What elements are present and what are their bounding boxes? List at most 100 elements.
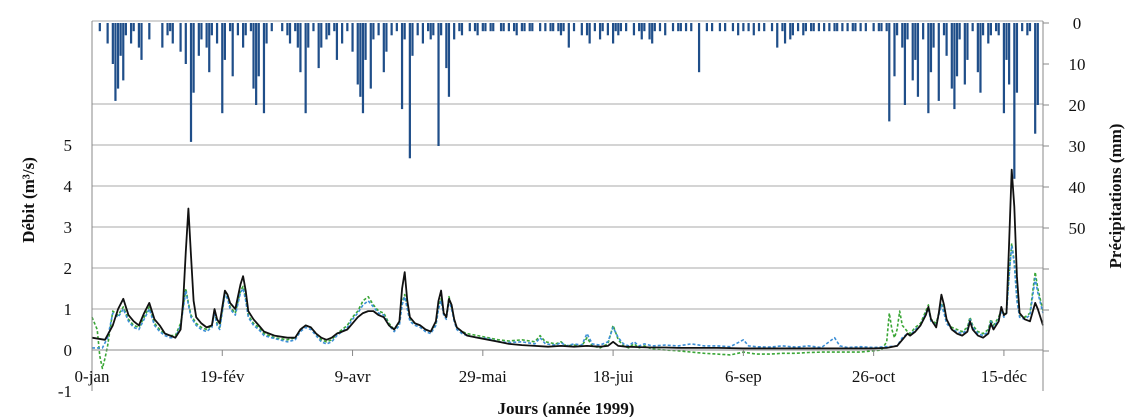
precipitation-bar — [572, 23, 576, 32]
precipitation-bar — [966, 23, 969, 60]
precipitation-bar — [408, 23, 411, 159]
precipitation-bar — [625, 23, 628, 32]
right-tick-label: 20 — [1069, 96, 1086, 115]
precipitation-bar — [895, 23, 899, 36]
precipitation-bar — [1002, 23, 1006, 114]
precipitation-bar — [161, 23, 164, 48]
precipitation-bar — [333, 23, 336, 32]
precipitation-bar — [791, 23, 794, 36]
precipitation-bar — [658, 23, 662, 32]
precipitation-bar — [690, 23, 693, 32]
precipitation-bar — [257, 23, 260, 77]
precipitation-bar — [200, 23, 203, 40]
left-tick-label: 2 — [64, 259, 73, 278]
precipitation-bar — [169, 23, 172, 32]
precipitation-bar — [242, 23, 245, 48]
precipitation-bar — [489, 23, 492, 32]
precipitation-bar — [653, 23, 656, 32]
precipitation-bar — [677, 23, 680, 32]
precipitation-bar — [395, 23, 398, 32]
precipitation-bar — [192, 23, 195, 93]
precipitation-bar — [369, 23, 372, 89]
precipitation-bar — [588, 23, 591, 44]
left-tick-label: 5 — [64, 136, 73, 155]
left-tick-label: 4 — [64, 177, 73, 196]
x-tick-label: 6-sep — [725, 367, 762, 386]
precipitation-bar — [137, 23, 141, 48]
right-tick-label: 40 — [1069, 178, 1086, 197]
precipitation-bar — [802, 23, 805, 36]
axes — [91, 21, 1049, 391]
precipitation-bar — [922, 23, 925, 40]
precipitation-bar — [557, 23, 560, 32]
precipitation-bar — [854, 23, 857, 32]
precipitation-bar — [927, 23, 930, 114]
precipitation-bar — [351, 23, 354, 52]
precipitation-bar — [507, 23, 510, 32]
precipitation-bar — [361, 23, 365, 114]
left-tick-label: 0 — [64, 341, 73, 360]
precipitation-bar — [916, 23, 920, 97]
precipitation-bar — [552, 23, 555, 32]
precipitation-bar — [390, 23, 393, 36]
precipitation-bar — [171, 23, 174, 44]
observed-discharge-line — [91, 168, 1044, 350]
precipitation-bar — [294, 23, 297, 32]
precipitation-bar — [580, 23, 583, 36]
precipitation-bar — [205, 23, 208, 48]
precipitation-bar — [197, 23, 200, 56]
precipitation-bar — [783, 23, 787, 44]
precipitation-bar — [953, 23, 956, 110]
precipitation-bar — [400, 23, 404, 110]
precipitation-bar — [312, 23, 315, 32]
precipitation-bar — [718, 23, 722, 32]
precipitation-bar — [122, 23, 125, 81]
precipitation-bar — [994, 23, 998, 32]
precipitation-bar — [804, 23, 808, 32]
precipitation-bar — [836, 23, 839, 32]
precipitation-bar — [210, 23, 213, 36]
precipitation-bar — [737, 23, 740, 36]
precipitation-bar — [265, 23, 268, 44]
precipitation-bar — [484, 23, 487, 32]
precipitation-bar — [270, 23, 273, 32]
precipitation-bar — [893, 23, 896, 77]
right-tick-label: 0 — [1073, 14, 1082, 33]
precipitation-bar — [1036, 23, 1039, 105]
precipitation-bar — [710, 23, 714, 32]
precipitation-bar — [638, 23, 641, 32]
precipitation-bar — [116, 23, 120, 89]
precipitation-bar — [189, 23, 193, 142]
precipitation-bar — [502, 23, 505, 32]
precipitation-bar — [812, 23, 815, 32]
precipitation-bar — [377, 23, 380, 36]
precipitation-bar — [789, 23, 792, 40]
precipitation-bar — [440, 23, 443, 36]
precipitation-bar — [872, 23, 875, 32]
precipitation-bar — [593, 23, 596, 32]
precipitation-bar — [963, 23, 966, 85]
precipitation-bar — [129, 23, 133, 44]
precipitation-bar — [372, 23, 375, 40]
precipitation-bar — [757, 23, 761, 32]
precipitation-bars — [98, 23, 1039, 179]
precipitation-bar — [929, 23, 933, 73]
precipitation-bar — [989, 23, 992, 36]
precipitation-bar — [864, 23, 867, 32]
precipitation-bar — [742, 23, 745, 32]
precipitation-bar — [255, 23, 258, 105]
precipitation-bar — [148, 23, 151, 40]
precipitation-bar — [955, 23, 959, 77]
precipitation-bar — [228, 23, 232, 32]
precipitation-bar — [901, 23, 904, 48]
precipitation-bar — [249, 23, 253, 32]
precipitation-bar — [223, 23, 226, 60]
precipitation-bar — [124, 23, 127, 36]
precipitation-bar — [515, 23, 518, 36]
precipitation-bar — [299, 23, 302, 73]
precipitation-bar — [932, 23, 935, 48]
precipitation-bar — [1013, 23, 1016, 179]
precipitation-bar — [796, 23, 800, 32]
precipitation-bar — [411, 23, 414, 56]
precipitation-bar — [429, 23, 432, 40]
